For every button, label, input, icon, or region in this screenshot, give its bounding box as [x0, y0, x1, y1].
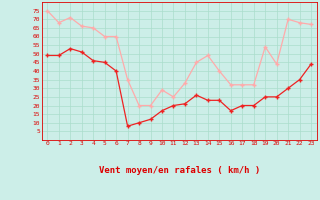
X-axis label: Vent moyen/en rafales ( km/h ): Vent moyen/en rafales ( km/h ): [99, 166, 260, 175]
